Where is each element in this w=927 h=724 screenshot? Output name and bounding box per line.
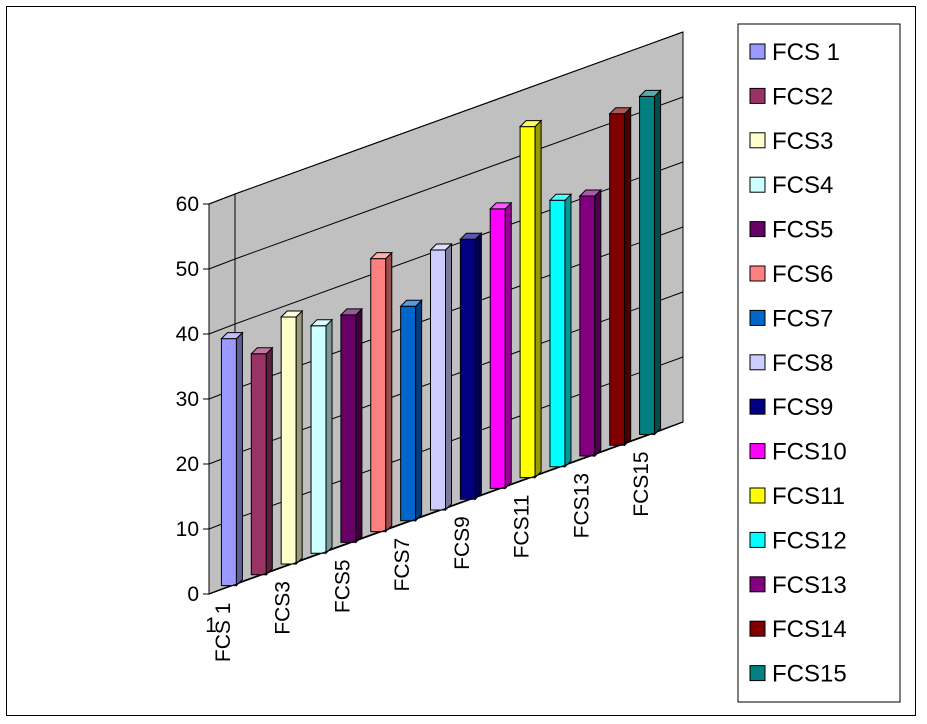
y-tick-label: 20 <box>176 453 199 476</box>
gridline <box>208 31 684 205</box>
bar-fcs15 <box>638 89 662 436</box>
legend-item: FCS12 <box>749 527 847 554</box>
legend-label: FCS13 <box>772 572 847 599</box>
y-tick-label: 0 <box>187 583 199 606</box>
legend-label: FCS12 <box>772 527 847 554</box>
x-axis: FCS 1 FCS3 FCS5 FCS7 FCS9 FCS11 FCS13 FCS15 <box>208 431 658 663</box>
x-tick-label: FCS5 <box>331 559 354 613</box>
bar-fcs9 <box>459 231 483 501</box>
legend-item: FCS 1 <box>749 39 840 66</box>
legend-item: FCS10 <box>749 439 847 466</box>
legend-swatch <box>749 665 766 682</box>
legend-item: FCS2 <box>749 83 833 110</box>
bar-fcs6 <box>369 251 393 533</box>
bar-fcs13 <box>578 188 603 458</box>
legend-label: FCS4 <box>772 172 833 199</box>
bar-fcs5 <box>339 307 364 544</box>
bar-fcs8 <box>429 242 453 512</box>
legend-label: FCS14 <box>772 616 847 643</box>
x-tick-label: FCS11 <box>511 495 534 559</box>
bar-fcs11 <box>518 119 543 479</box>
legend-swatch <box>749 43 766 60</box>
bar-fcs1 <box>220 331 244 587</box>
y-tick-label: 40 <box>176 323 199 346</box>
bar-fcs4 <box>309 318 334 555</box>
y-tick-label: 30 <box>176 388 199 411</box>
legend-label: FCS11 <box>772 483 845 510</box>
x-tick-label: FCS13 <box>570 473 593 538</box>
legend-swatch <box>749 132 766 149</box>
legend-swatch <box>749 398 766 415</box>
legend-swatch <box>749 87 766 104</box>
legend-item: FCS9 <box>749 394 833 421</box>
corner-label: 1 <box>205 614 217 637</box>
legend-item: FCS4 <box>749 172 833 199</box>
chart-frame: 0 10 20 30 40 50 60 FCS 1 FCS3 FCS5 FCS7 FCS9 FCS11… <box>6 6 916 716</box>
legend-item: FCS6 <box>749 261 833 288</box>
y-tick-label: 60 <box>176 193 199 216</box>
legend-label: FCS2 <box>772 83 833 110</box>
legend-item: FCS5 <box>749 217 833 244</box>
legend-label: FCS10 <box>772 439 847 466</box>
legend-swatch <box>749 354 766 371</box>
legend-item: FCS14 <box>749 616 847 643</box>
legend-swatch <box>749 576 766 593</box>
legend-label: FCS9 <box>772 394 833 421</box>
x-tick-label: FCS 1 <box>212 603 235 663</box>
legend-item: FCS13 <box>749 572 847 599</box>
bar-fcs14 <box>608 106 632 447</box>
y-axis: 0 10 20 30 40 50 60 <box>176 193 210 606</box>
legend-item: FCS3 <box>749 128 833 155</box>
x-tick-label: FCS3 <box>272 581 295 635</box>
x-axis-line <box>208 431 658 595</box>
legend-label: FCS8 <box>772 350 833 377</box>
y-tick-label: 10 <box>176 518 199 541</box>
bar-fcs7 <box>399 299 423 523</box>
legend-swatch <box>749 309 766 326</box>
bars <box>220 89 662 587</box>
legend-item: FCS11 <box>749 483 845 510</box>
bar-fcs3 <box>279 309 304 566</box>
legend-swatch <box>749 620 766 637</box>
x-tick-label: FCS9 <box>451 516 474 570</box>
legend-swatch <box>749 487 766 504</box>
legend-item: FCS7 <box>749 305 833 332</box>
y-tick-label: 50 <box>176 258 199 281</box>
legend-label: FCS5 <box>772 217 833 244</box>
bar-fcs10 <box>489 201 513 490</box>
bar-fcs12 <box>548 193 573 469</box>
legend-label: FCS3 <box>772 128 833 155</box>
bar-fcs2 <box>250 346 274 577</box>
x-tick-label: FCS15 <box>630 451 653 516</box>
bar-chart: 0 10 20 30 40 50 60 FCS 1 FCS3 FCS5 FCS7 FCS9 FCS11… <box>176 23 901 703</box>
legend-swatch <box>749 176 766 193</box>
legend-swatch <box>749 265 766 282</box>
legend-label: FCS6 <box>772 261 833 288</box>
legend: FCS 1 FCS2 FCS3 FCS4 FCS5 FCS6 FCS7 FCS8 FCS9 FCS… <box>737 23 901 703</box>
legend-swatch <box>749 443 766 460</box>
x-tick-label: FCS7 <box>391 538 414 592</box>
legend-swatch <box>749 221 766 238</box>
legend-label: FCS7 <box>772 305 833 332</box>
legend-swatch <box>749 531 766 548</box>
legend-label: FCS15 <box>772 661 847 688</box>
legend-label: FCS 1 <box>772 39 840 66</box>
legend-item: FCS8 <box>749 350 833 377</box>
legend-item: FCS15 <box>749 661 847 688</box>
